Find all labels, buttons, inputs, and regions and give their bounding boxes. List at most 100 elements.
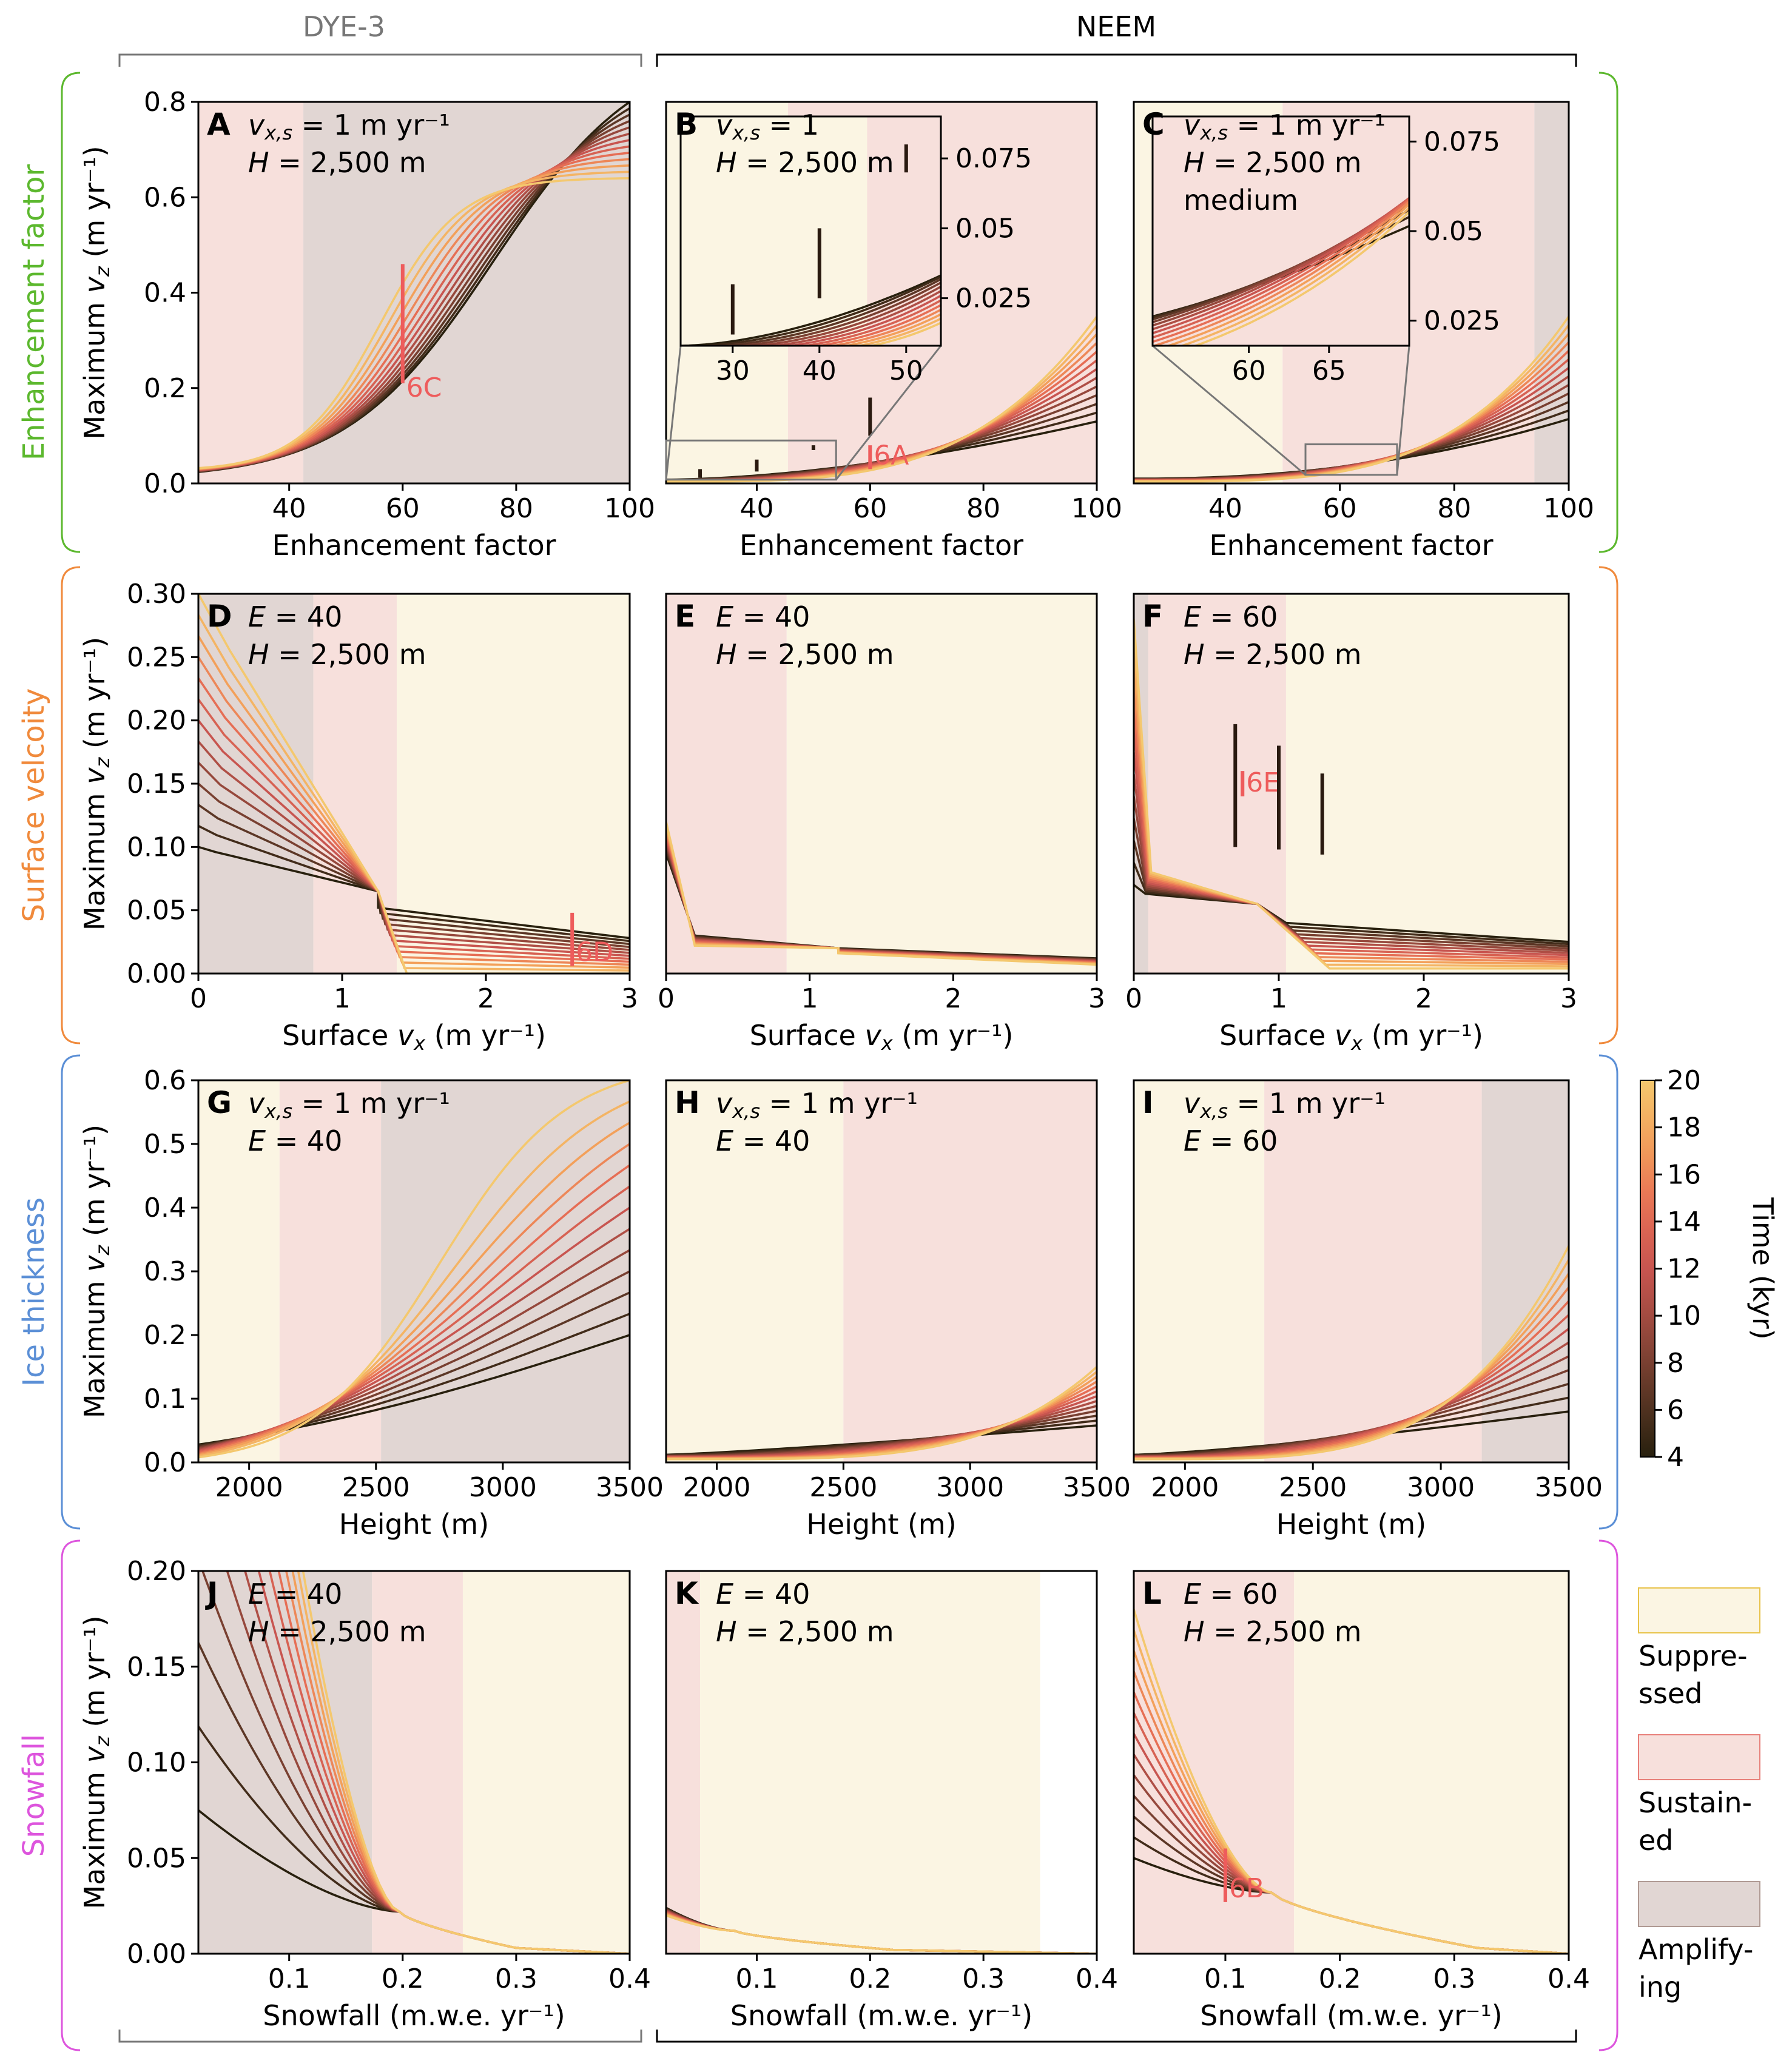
x-tick-label: 1: [334, 983, 351, 1014]
region-suppressed: [198, 1080, 280, 1462]
panel-letter: E: [675, 599, 695, 634]
region-suppressed: [462, 1571, 630, 1954]
zoom-connector: [1396, 345, 1410, 475]
region-legend: Suppre-ssed Sustain-ed Amplify-ing: [1638, 1587, 1760, 2003]
inset-line: [1153, 197, 1409, 331]
panel-annotation: E = 60: [1184, 600, 1278, 633]
inset-x-tick-label: 65: [1312, 355, 1346, 386]
series-lines: [666, 1366, 1097, 1461]
series-lines: [1134, 315, 1569, 483]
panel-letter: L: [1142, 1576, 1162, 1611]
y-tick-label: 0.20: [127, 1556, 186, 1587]
legend-swatch-sustained: [1638, 1734, 1760, 1780]
panel-I: 2000 2500 3000 3500 Height (m) I vx,s = 1 m yr…: [1133, 1079, 1603, 1541]
zoom-box: [1304, 443, 1398, 476]
inset-C: 60 65 0.025 0.05 0.075: [1151, 115, 1500, 386]
y-tick-label: 0.05: [127, 1843, 186, 1874]
x-tick-label: 3000: [936, 1472, 1004, 1503]
marker-label: 6E: [1246, 767, 1280, 798]
y-axis-label: Maximum vz (m yr⁻¹): [78, 1615, 114, 1909]
header-dye3: DYE-3: [303, 10, 385, 43]
legend-label: ssed: [1639, 1677, 1702, 1710]
legend-swatch-suppressed: [1638, 1587, 1760, 1633]
bracket-dye3-bottom: [118, 2030, 642, 2043]
x-axis-label: Height (m): [1276, 1508, 1426, 1541]
x-axis-label: Enhancement factor: [739, 529, 1023, 562]
panel-A: 6C 40 60 80 100 0.0 0.2 0.4 0.6 0.8 Enhancement fa…: [78, 87, 655, 562]
x-axis-label: Enhancement factor: [1210, 529, 1494, 562]
region-suppressed: [1294, 1571, 1569, 1954]
panel-annotation: vx,s = 1 m yr⁻¹: [1184, 109, 1386, 144]
axes-frame: [1133, 1570, 1570, 1955]
region-suppressed: [666, 1080, 844, 1462]
x-tick-label: 0.4: [1076, 1963, 1118, 1994]
bracket-neem-bottom: [656, 2030, 1577, 2043]
region-suppressed: [786, 594, 1097, 974]
y-tick-label: 0.25: [127, 642, 186, 673]
series-line: [198, 177, 630, 469]
inset-line: [1153, 197, 1409, 335]
panel-B: 6A 40 60 80 100 Enhancement factor 30 40 50 0.025…: [665, 101, 1122, 562]
inset-line: [1153, 203, 1409, 323]
series-line: [198, 594, 630, 974]
axes-frame: [665, 101, 1098, 485]
legend-label: Suppre-: [1639, 1640, 1748, 1672]
x-tick-label: 0.3: [495, 1963, 537, 1994]
region-sustained: [666, 1571, 701, 1954]
y-tick-label: 0.00: [127, 1939, 186, 1969]
inset-line: [1179, 206, 1409, 346]
marker-label: 6A: [874, 440, 909, 471]
colorbar-tick-label: 20: [1667, 1065, 1701, 1096]
region-suppressed: [1134, 1080, 1265, 1462]
panel-H: 2000 2500 3000 3500 Height (m) H vx,s = 1 m yr…: [665, 1079, 1131, 1541]
row-label: Surface velcoity: [17, 688, 51, 923]
x-tick-label: 0: [658, 983, 675, 1014]
y-tick-label: 0.30: [127, 579, 186, 610]
marker-label: 6B: [1229, 1873, 1264, 1904]
row-label: Enhancement factor: [17, 164, 51, 461]
legend-label: ed: [1639, 1824, 1674, 1857]
axes-frame: [1133, 593, 1570, 975]
y-tick-label: 0.15: [127, 769, 186, 799]
colorbar-tick-label: 12: [1667, 1254, 1701, 1285]
series-lines: [1134, 1609, 1569, 1954]
panel-annotation: H = 2,500 m: [248, 1615, 426, 1648]
inset-x-tick-label: 60: [1232, 355, 1266, 386]
x-tick-label: 0.2: [382, 1963, 424, 1994]
x-axis-label: Snowfall (m.w.e. yr⁻¹): [1200, 1999, 1502, 2032]
x-tick-label: 2500: [342, 1472, 410, 1503]
x-axis-label: Snowfall (m.w.e. yr⁻¹): [730, 1999, 1032, 2032]
x-tick-label: 2: [1415, 983, 1432, 1014]
bracket-neem-top: [656, 53, 1577, 67]
y-tick-label: 0.4: [144, 1192, 186, 1223]
panel-D: 6D 0 1 2 3 0.00 0.05 0.10 0.15 0.20 0.25 0.30 Surfac…: [78, 579, 638, 1055]
panel-annotation: H = 2,500 m: [248, 146, 426, 179]
colorbar-tick-label: 16: [1667, 1159, 1701, 1190]
x-tick-label: 0.4: [1548, 1963, 1590, 1994]
panel-E: 0 1 2 3 Surface vx (m yr⁻¹) E E = 40 H = 2,500 …: [658, 593, 1105, 1055]
x-axis-label: Surface vx (m yr⁻¹): [750, 1019, 1014, 1055]
inset-y-tick-label: 0.075: [1424, 126, 1500, 157]
y-tick-label: 0.10: [127, 832, 186, 863]
colorbar-label: Time (kyr): [1746, 1197, 1775, 1339]
panel-annotation: H = 2,500 m: [1184, 1615, 1362, 1648]
y-tick-label: 0.6: [144, 182, 186, 213]
region-amplifying: [198, 594, 314, 974]
colorbar-tick-label: 18: [1667, 1112, 1701, 1143]
region-amplifying: [1534, 102, 1569, 483]
inset-y-tick-label: 0.025: [955, 283, 1032, 314]
panel-letter: B: [675, 107, 698, 142]
colorbar-tick-label: 4: [1667, 1442, 1684, 1473]
region-suppressed: [397, 594, 630, 974]
region-sustained: [372, 1571, 463, 1954]
region-sustained: [1264, 1080, 1482, 1462]
y-tick-label: 0.5: [144, 1129, 186, 1160]
axes-frame: [665, 1570, 1098, 1955]
x-tick-label: 3500: [1063, 1472, 1131, 1503]
y-tick-label: 0.10: [127, 1747, 186, 1778]
x-tick-label: 0.1: [1204, 1963, 1247, 1994]
inset-line: [681, 274, 941, 346]
panel-annotation: H = 2,500 m: [1184, 638, 1362, 671]
y-tick-label: 0.1: [144, 1384, 186, 1414]
x-tick-label: 0.1: [268, 1963, 311, 1994]
